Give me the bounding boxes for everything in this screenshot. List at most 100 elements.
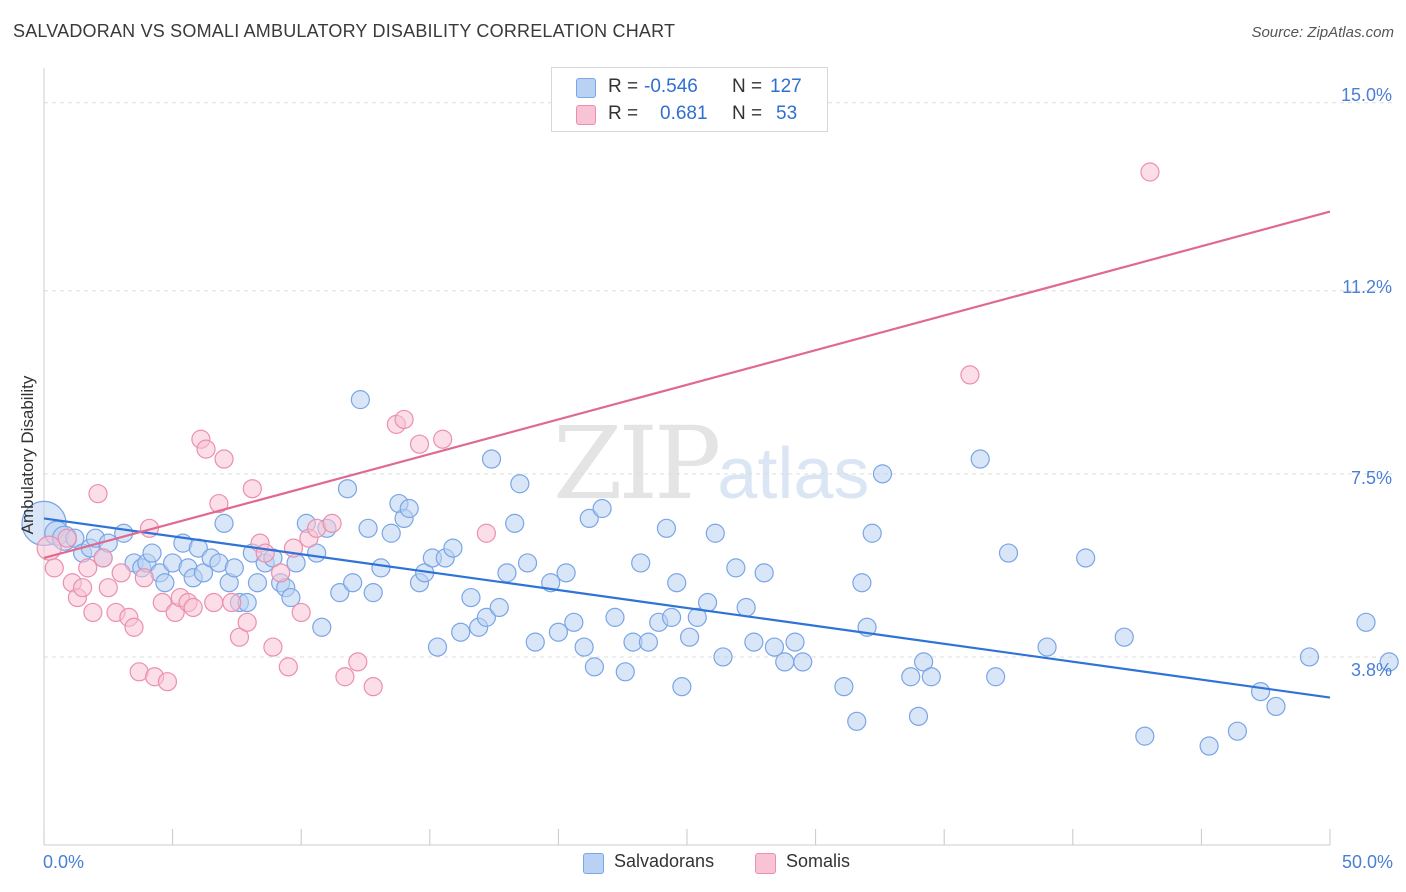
somali-trend-line xyxy=(43,210,1331,560)
salvadoran-point xyxy=(679,627,700,647)
salvadoran-point xyxy=(1266,696,1286,717)
salvadoran-point xyxy=(775,652,795,672)
n-value: 53 xyxy=(776,103,798,124)
salvadoran-point xyxy=(579,508,599,529)
somali-point xyxy=(57,528,77,548)
salvadoran-point xyxy=(476,607,496,627)
somali-point xyxy=(242,479,262,499)
salvadoran-point xyxy=(381,523,401,543)
somali-point xyxy=(263,637,283,657)
salvadoran-point xyxy=(358,518,378,538)
salvadoran-point xyxy=(1199,736,1219,756)
salvadoran-point xyxy=(451,622,471,642)
somali-point xyxy=(83,602,103,623)
somali-point xyxy=(255,543,275,563)
somali-point xyxy=(209,493,229,514)
somali-point xyxy=(214,449,234,469)
n-label: N = xyxy=(732,76,763,97)
salvadoran-point xyxy=(564,612,584,632)
y-tick-label: 3.8% xyxy=(1350,660,1392,680)
salvadoran-point xyxy=(510,474,530,494)
salvadoran-point xyxy=(852,573,872,593)
salvadoran-point xyxy=(661,607,682,627)
salvadoran-point xyxy=(443,538,463,558)
chart-title: SALVADORAN VS SOMALI AMBULATORY DISABILI… xyxy=(13,21,676,41)
salvadoran-point xyxy=(736,597,756,618)
salvadoran-point xyxy=(337,479,358,499)
salvadoran-point xyxy=(497,563,517,583)
salvadoran-point xyxy=(592,498,612,519)
salvadoran-point xyxy=(872,464,893,484)
y-axis-label: Ambulatory Disability xyxy=(18,375,37,535)
salvadoran-point xyxy=(517,553,538,573)
somali-point xyxy=(291,602,311,623)
somali-point xyxy=(78,558,98,578)
somali-point xyxy=(394,409,414,430)
salvadoran-point xyxy=(1379,652,1399,672)
somali-point xyxy=(157,672,178,692)
salvadoran-point xyxy=(224,558,244,578)
salvadoran-point xyxy=(281,587,301,608)
salvadoran-point xyxy=(1299,647,1320,667)
somali-point xyxy=(433,429,453,449)
x-tick-label-max: 50.0% xyxy=(1341,852,1393,872)
salvadoran-point xyxy=(247,573,268,593)
somali-point xyxy=(93,548,113,568)
salvadoran-point xyxy=(834,677,854,697)
salvadoran-point xyxy=(705,523,725,543)
somali-point xyxy=(271,563,291,583)
salvadoran-point xyxy=(970,449,990,469)
n-value: 127 xyxy=(770,76,802,97)
somali-point xyxy=(237,612,257,632)
salvadoran-point xyxy=(744,632,764,652)
salvadoran-point xyxy=(330,583,350,603)
salvadoran-point xyxy=(998,543,1019,563)
salvadoran-point xyxy=(1250,681,1271,702)
somalis-swatch xyxy=(576,105,596,125)
salvadoran-point xyxy=(847,711,867,731)
salvadoran-point xyxy=(574,637,594,657)
salvadoran-point xyxy=(548,622,569,642)
somali-point xyxy=(1140,162,1160,182)
salvadoran-point xyxy=(667,573,687,593)
salvadoran-point xyxy=(672,677,692,697)
watermark-zip: ZIP xyxy=(553,405,721,522)
somali-point xyxy=(111,563,131,583)
somali-point xyxy=(183,597,203,618)
somali-point xyxy=(72,578,93,598)
salvadoran-point xyxy=(193,563,214,583)
somali-point xyxy=(134,568,154,588)
salvadoran-point xyxy=(764,637,785,657)
salvadoran-point xyxy=(525,632,545,652)
legend-label: Somalis xyxy=(786,851,851,871)
somali-point xyxy=(229,627,250,647)
salvadoran-point xyxy=(461,587,481,608)
somali-point xyxy=(363,677,383,697)
salvadoran-point xyxy=(793,652,813,672)
stats-row-salvadorans: R = -0.546 N = 127 xyxy=(552,74,827,102)
salvadoran-point xyxy=(713,647,733,667)
source-label: Source: ZipAtlas.com xyxy=(1251,24,1394,41)
salvadoran-point xyxy=(371,558,391,578)
salvadoran-point xyxy=(505,513,525,533)
salvadoran-point xyxy=(1037,637,1057,657)
r-value: -0.546 xyxy=(644,76,698,97)
somali-point xyxy=(152,592,172,613)
y-tick-label: 11.2% xyxy=(1342,277,1392,297)
legend-label: Salvadorans xyxy=(614,851,715,871)
salvadoran-point xyxy=(343,573,363,593)
somali-point xyxy=(476,523,496,543)
somali-point xyxy=(98,578,118,598)
salvadoran-point xyxy=(754,563,774,583)
somali-point xyxy=(335,667,355,687)
salvadoran-point xyxy=(363,583,383,603)
salvadoran-point xyxy=(1076,548,1096,568)
salvadorans-swatch xyxy=(576,78,596,98)
salvadoran-point xyxy=(986,667,1006,687)
somali-point xyxy=(222,592,242,613)
salvadoran-point xyxy=(427,637,448,657)
salvadoran-point xyxy=(697,592,718,613)
salvadoran-point xyxy=(584,657,605,677)
salvadoran-point xyxy=(541,573,561,593)
